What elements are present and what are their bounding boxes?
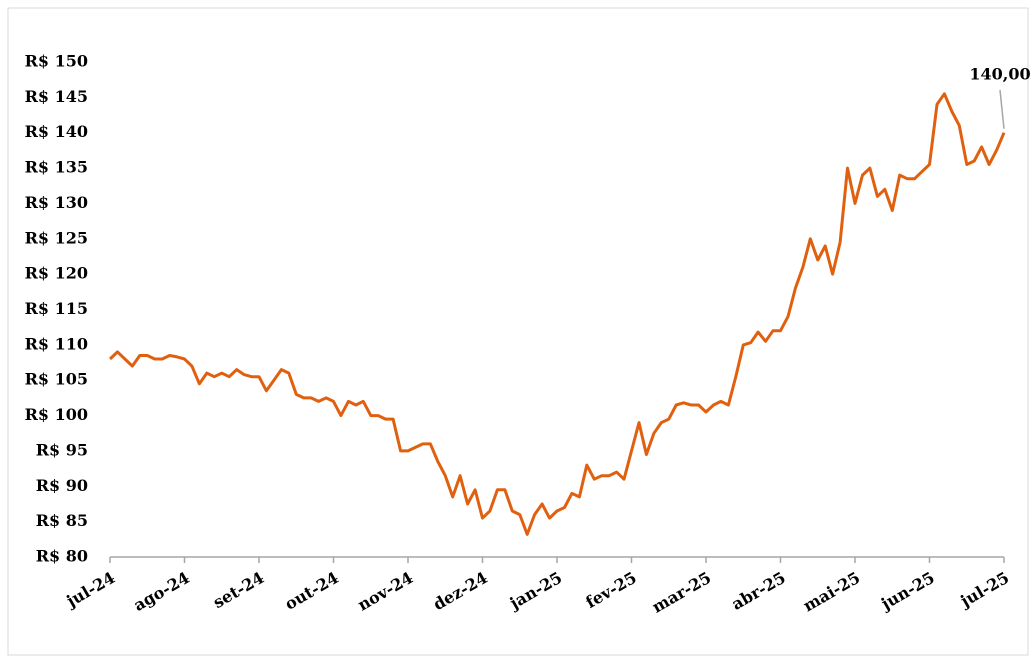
y-tick-label: R$ 95 (36, 440, 88, 459)
y-tick-label: R$ 120 (25, 264, 88, 283)
y-tick-label: R$ 110 (25, 334, 88, 353)
y-tick-label: R$ 100 (25, 405, 88, 424)
y-tick-label: R$ 130 (25, 193, 88, 212)
y-tick-label: R$ 150 (25, 52, 88, 71)
y-tick-label: R$ 85 (36, 511, 88, 530)
chart-frame (7, 7, 1029, 656)
y-tick-label: R$ 135 (25, 158, 88, 177)
y-tick-label: R$ 80 (36, 547, 88, 566)
y-tick-label: R$ 140 (25, 122, 88, 141)
annotation-leader (999, 89, 1005, 129)
y-tick-label: R$ 115 (25, 299, 88, 318)
y-tick-label: R$ 105 (25, 370, 88, 389)
y-tick-label: R$ 145 (25, 87, 88, 106)
y-tick-label: R$ 125 (25, 228, 88, 247)
price-line (108, 92, 1006, 536)
annotation: 140,00 (969, 65, 1030, 84)
y-tick-label: R$ 90 (36, 476, 88, 495)
